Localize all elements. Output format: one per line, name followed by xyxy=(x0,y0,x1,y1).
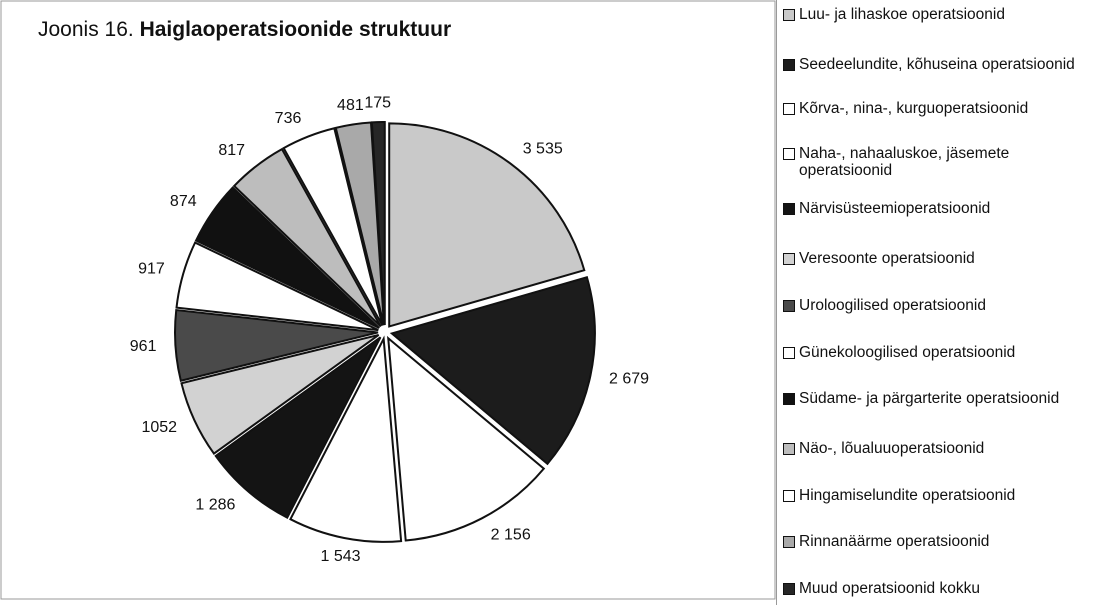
legend-item: Günekoloogilised operatsioonid xyxy=(783,344,1099,361)
pie-slice xyxy=(180,333,380,455)
legend-item: Hingamiselundite operatsioonid xyxy=(783,487,1099,504)
legend-label: Närvisüsteemioperatsioonid xyxy=(799,200,991,217)
data-label: 961 xyxy=(130,338,157,355)
title-main: Haiglaoperatsioonide struktuur xyxy=(140,18,452,41)
pie-slice xyxy=(388,122,586,328)
legend-swatch xyxy=(783,536,795,548)
legend-item: Näo-, lõualuuoperatsioonid xyxy=(783,440,1099,457)
pie-slice xyxy=(282,127,384,326)
data-label: 1 286 xyxy=(195,497,235,514)
legend-label: Muud operatsioonid kokku xyxy=(799,580,980,597)
pie-slice xyxy=(370,121,386,326)
data-label: 2 679 xyxy=(609,371,649,388)
legend-item: Luu- ja lihaskoe operatsioonid xyxy=(783,6,1099,23)
legend-item: Muud operatsioonid kokku xyxy=(783,580,1099,597)
legend-swatch xyxy=(783,103,795,115)
data-label: 917 xyxy=(138,260,165,277)
legend-swatch xyxy=(783,393,795,405)
legend-item: Rinnanäärme operatsioonid xyxy=(783,533,1099,550)
pie-slice xyxy=(389,276,596,466)
legend-label: Hingamiselundite operatsioonid xyxy=(799,487,1016,504)
legend-item: Seedeelundite, kõhuseina operatsioonid xyxy=(783,56,1099,73)
legend-label: Veresoonte operatsioonid xyxy=(799,250,975,267)
legend-swatch xyxy=(783,9,795,21)
legend-label: Naha-, nahaaluskoe, jäsemete operatsioon… xyxy=(799,145,1010,179)
legend-swatch xyxy=(783,59,795,71)
legend-label: Rinnanäärme operatsioonid xyxy=(799,533,990,550)
legend-swatch xyxy=(783,347,795,359)
data-label: 3 535 xyxy=(523,140,563,157)
data-label: 736 xyxy=(275,110,302,127)
data-label: 1052 xyxy=(141,419,177,436)
legend-label: Seedeelundite, kõhuseina operatsioonid xyxy=(799,56,1075,73)
legend-swatch xyxy=(783,583,795,595)
data-label: 481 xyxy=(337,97,364,114)
pie-slice xyxy=(214,336,382,519)
pie-slice xyxy=(387,335,546,542)
legend: Luu- ja lihaskoe operatsioonid Seedeelund… xyxy=(776,0,1100,605)
legend-item: Närvisüsteemioperatsioonid xyxy=(783,200,1099,217)
data-label: 874 xyxy=(170,193,197,210)
legend-swatch xyxy=(783,490,795,502)
legend-label: Luu- ja lihaskoe operatsioonid xyxy=(799,6,1005,23)
legend-item: Naha-, nahaaluskoe, jäsemete operatsioon… xyxy=(783,145,1099,179)
legend-item: Südame- ja pärgarterite operatsioonid xyxy=(783,390,1099,407)
legend-swatch xyxy=(783,443,795,455)
data-label: 1 543 xyxy=(320,548,360,565)
pie-slice xyxy=(232,147,382,328)
data-label: 817 xyxy=(218,142,245,159)
legend-swatch xyxy=(783,300,795,312)
pie-slice xyxy=(194,186,380,329)
pie-slice xyxy=(174,308,379,382)
legend-swatch xyxy=(783,148,795,160)
legend-label: Günekoloogilised operatsioonid xyxy=(799,344,1016,361)
legend-label: Kõrva-, nina-, kurguoperatsioonid xyxy=(799,100,1029,117)
legend-label: Näo-, lõualuuoperatsioonid xyxy=(799,440,985,457)
legend-label: Uroloogilised operatsioonid xyxy=(799,297,986,314)
legend-label: Südame- ja pärgarterite operatsioonid xyxy=(799,390,1060,407)
chart-title: Joonis 16. Haiglaoperatsioonide struktuu… xyxy=(38,18,451,41)
title-prefix: Joonis 16. xyxy=(38,18,134,41)
data-label: 175 xyxy=(364,94,391,111)
chart: Joonis 16. Haiglaoperatsioonide struktuu… xyxy=(0,0,776,600)
legend-item: Veresoonte operatsioonid xyxy=(783,250,1099,267)
pie-slice xyxy=(289,335,403,543)
legend-item: Uroloogilised operatsioonid xyxy=(783,297,1099,314)
legend-swatch xyxy=(783,203,795,215)
data-label: 2 156 xyxy=(491,526,531,543)
legend-swatch xyxy=(783,253,795,265)
pie-slice xyxy=(175,241,379,332)
legend-item: Kõrva-, nina-, kurguoperatsioonid xyxy=(783,100,1099,117)
